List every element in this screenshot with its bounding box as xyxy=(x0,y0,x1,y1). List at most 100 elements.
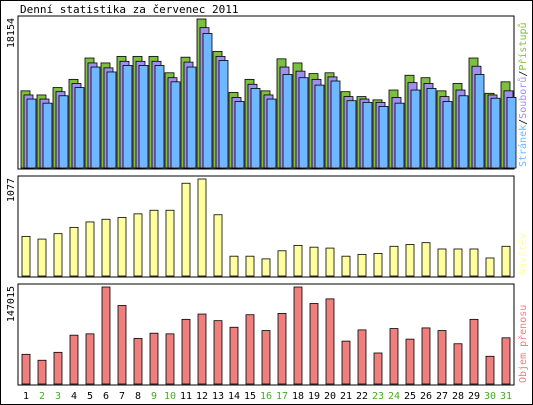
bar-stránek-day-30 xyxy=(490,97,501,169)
x-tick-label-day-14: 14 xyxy=(228,391,240,402)
panel-3-border xyxy=(17,283,515,386)
bar-traffic-day-28 xyxy=(453,343,463,385)
bar-stránek-day-18 xyxy=(298,77,309,169)
panel-1-ymax-label: 18154 xyxy=(6,18,17,48)
x-tick-label-day-16: 16 xyxy=(260,391,272,402)
bar-visits-day-23 xyxy=(373,253,383,277)
bar-traffic-day-7 xyxy=(117,305,127,385)
bar-traffic-day-21 xyxy=(341,340,351,385)
legend-entry: / xyxy=(518,119,529,125)
bar-traffic-day-3 xyxy=(53,351,63,385)
x-tick-label-day-26: 26 xyxy=(420,391,432,402)
bar-stránek-day-22 xyxy=(362,101,373,169)
bar-stránek-day-11 xyxy=(186,66,197,169)
bar-stránek-day-25 xyxy=(410,89,421,169)
bar-stránek-day-6 xyxy=(106,71,117,169)
x-tick-label-day-6: 6 xyxy=(103,391,109,402)
x-tick-label-day-22: 22 xyxy=(356,391,368,402)
bar-traffic-day-5 xyxy=(85,333,95,385)
x-tick-label-day-8: 8 xyxy=(135,391,141,402)
bar-stránek-day-24 xyxy=(394,102,405,169)
panel-2-legend: Návštěv xyxy=(517,233,529,275)
bar-stránek-day-1 xyxy=(26,98,37,169)
bar-stránek-day-29 xyxy=(474,74,485,169)
bar-visits-day-30 xyxy=(485,257,495,277)
bar-stránek-day-2 xyxy=(42,102,53,169)
x-tick-label-day-15: 15 xyxy=(244,391,256,402)
bar-stránek-day-10 xyxy=(170,81,181,169)
bar-stránek-day-21 xyxy=(346,100,357,169)
bar-traffic-day-31 xyxy=(501,337,511,385)
bar-stránek-day-19 xyxy=(314,84,325,169)
bar-visits-day-24 xyxy=(389,245,399,277)
bar-visits-day-20 xyxy=(325,247,335,277)
bar-traffic-day-1 xyxy=(21,353,31,385)
bar-traffic-day-11 xyxy=(181,318,191,385)
bar-traffic-day-14 xyxy=(229,326,239,385)
x-tick-label-day-18: 18 xyxy=(292,391,304,402)
bar-visits-day-17 xyxy=(277,250,287,277)
x-tick-label-day-3: 3 xyxy=(55,391,61,402)
bar-visits-day-12 xyxy=(197,178,207,277)
x-tick-label-day-19: 19 xyxy=(308,391,320,402)
bar-traffic-day-26 xyxy=(421,327,431,385)
bar-traffic-day-27 xyxy=(437,330,447,385)
x-tick-label-day-28: 28 xyxy=(452,391,464,402)
bar-traffic-day-17 xyxy=(277,313,287,385)
x-tick-label-day-9: 9 xyxy=(151,391,157,402)
bar-visits-day-1 xyxy=(21,235,31,277)
x-tick-label-day-1: 1 xyxy=(23,391,29,402)
bar-traffic-day-15 xyxy=(245,314,255,385)
x-tick-label-day-10: 10 xyxy=(164,391,176,402)
bar-stránek-day-3 xyxy=(58,95,69,169)
bar-visits-day-29 xyxy=(469,248,479,277)
x-tick-label-day-21: 21 xyxy=(340,391,352,402)
bar-traffic-day-23 xyxy=(373,352,383,385)
bar-visits-day-2 xyxy=(37,238,47,277)
bar-traffic-day-22 xyxy=(357,329,367,385)
panel-2-ymax-label: 1077 xyxy=(6,178,17,202)
x-tick-label-day-31: 31 xyxy=(500,391,512,402)
bar-visits-day-3 xyxy=(53,233,63,277)
chart-title: Denní statistika za červenec 2011 xyxy=(20,3,239,16)
legend-entry: Souborů xyxy=(517,77,529,119)
bar-stránek-day-26 xyxy=(426,87,437,169)
bar-visits-day-11 xyxy=(181,182,191,277)
bar-stránek-day-12 xyxy=(202,32,213,169)
x-tick-label-day-27: 27 xyxy=(436,391,448,402)
bar-visits-day-27 xyxy=(437,248,447,277)
bar-visits-day-21 xyxy=(341,255,351,277)
x-tick-label-day-20: 20 xyxy=(324,391,336,402)
bar-traffic-day-18 xyxy=(293,286,303,385)
panel-2-border xyxy=(17,175,515,278)
x-tick-label-day-23: 23 xyxy=(372,391,384,402)
x-tick-label-day-5: 5 xyxy=(87,391,93,402)
bar-traffic-day-24 xyxy=(389,328,399,385)
x-tick-label-day-2: 2 xyxy=(39,391,45,402)
x-tick-label-day-7: 7 xyxy=(119,391,125,402)
bar-visits-day-25 xyxy=(405,244,415,277)
bar-traffic-day-9 xyxy=(149,332,159,385)
bar-stránek-day-20 xyxy=(330,80,341,169)
x-tick-label-day-29: 29 xyxy=(468,391,480,402)
bar-stránek-day-17 xyxy=(282,74,293,169)
bar-visits-day-5 xyxy=(85,221,95,277)
bar-stránek-day-31 xyxy=(506,97,517,169)
legend-entry: Stránek xyxy=(517,125,529,167)
bar-traffic-day-12 xyxy=(197,313,207,385)
bar-visits-day-13 xyxy=(213,214,223,277)
bar-traffic-day-30 xyxy=(485,355,495,385)
bar-visits-day-31 xyxy=(501,245,511,277)
x-tick-label-day-25: 25 xyxy=(404,391,416,402)
bar-traffic-day-19 xyxy=(309,303,319,385)
x-tick-label-day-11: 11 xyxy=(180,391,192,402)
x-tick-label-day-24: 24 xyxy=(388,391,400,402)
bar-stránek-day-27 xyxy=(442,101,453,169)
legend-entry: Návštěv xyxy=(517,233,529,275)
bar-visits-day-16 xyxy=(261,258,271,277)
bar-stránek-day-4 xyxy=(74,87,85,169)
bar-visits-day-9 xyxy=(149,209,159,277)
bar-stránek-day-15 xyxy=(250,87,261,169)
bar-visits-day-6 xyxy=(101,218,111,277)
